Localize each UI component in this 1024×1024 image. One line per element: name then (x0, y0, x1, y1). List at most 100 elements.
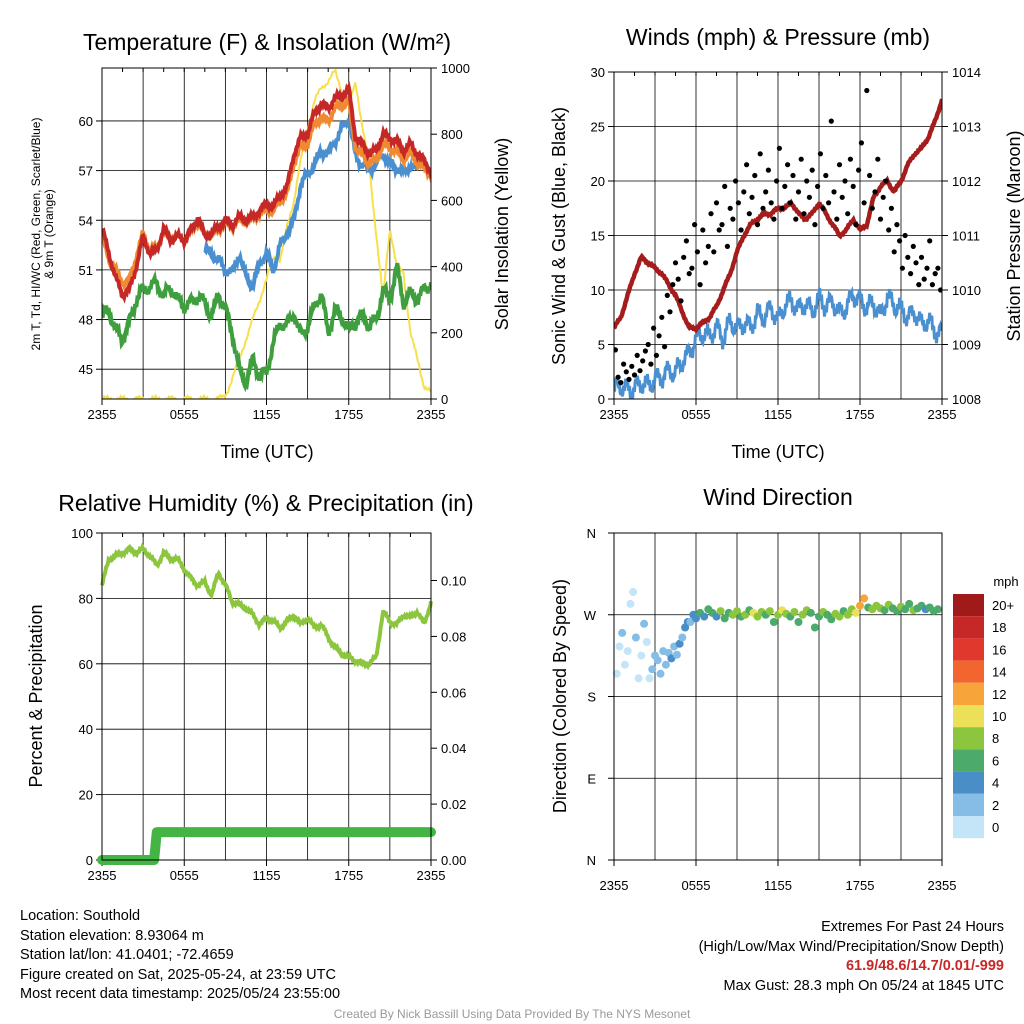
direction-point (629, 588, 638, 596)
gust-point (929, 282, 936, 288)
direction-point (716, 607, 725, 616)
direction-point (692, 614, 700, 623)
direction-point (712, 612, 721, 621)
sonic-wind-line (614, 285, 942, 399)
gust-point (815, 183, 821, 189)
direction-point (631, 633, 640, 642)
gust-point (757, 151, 763, 157)
gust-point (697, 282, 703, 288)
direction-point (656, 669, 665, 678)
elevation-text: Station elevation: 8.93064 m (20, 927, 204, 944)
gust-point (746, 211, 752, 217)
gust-point (905, 254, 911, 260)
extremes-title: Extremes For Past 24 Hours (821, 919, 1004, 935)
x-tick-label: 2355 (928, 407, 957, 422)
extremes-values: 61.9/48.6/14.7/0.01/-999 (845, 958, 1004, 974)
y-tick-label: 0 (86, 853, 93, 868)
gust-point (795, 189, 802, 195)
y2-tick-label: 1009 (952, 338, 981, 353)
y-tick-label: 20 (79, 788, 93, 803)
y-tick-label: S (587, 690, 596, 705)
credit-text: Created By Nick Bassill Using Data Provi… (333, 1007, 691, 1021)
y-tick-label: 30 (591, 65, 605, 80)
y-tick-label: 20 (591, 174, 605, 189)
legend-swatch (953, 771, 984, 794)
legend-swatch (953, 660, 984, 683)
direction-point (790, 608, 799, 616)
x-tick-label: 2355 (88, 407, 117, 422)
gust-point (877, 216, 884, 222)
direction-point (860, 594, 869, 603)
gust-point (651, 325, 657, 331)
panel4-frame (613, 532, 943, 861)
x-tick-label: 2355 (417, 868, 446, 883)
x-tick-label: 1755 (334, 868, 363, 883)
gust-point (738, 227, 744, 233)
gust-point (754, 222, 761, 228)
gust-point (774, 178, 780, 184)
y2-tick-label: 200 (441, 326, 463, 341)
panel4-points (612, 588, 942, 683)
gust-point (812, 222, 818, 228)
gust-point (921, 276, 927, 282)
direction-point (620, 660, 629, 669)
dewpoint-line (102, 262, 431, 393)
insolation-line (102, 68, 431, 399)
y2-tick-label: 0.04 (441, 741, 466, 756)
max-gust-text: Max Gust: 28.3 mph On 05/24 at 1845 UTC (723, 977, 1004, 994)
panel2-ylabel-right: Station Pressure (Maroon) (1004, 130, 1024, 341)
gust-point (817, 151, 824, 157)
gust-point (932, 271, 938, 277)
y2-tick-label: 1011 (952, 229, 980, 244)
gust-point (719, 222, 725, 228)
direction-point (618, 628, 627, 637)
gust-point (891, 249, 897, 255)
legend-label: 4 (992, 776, 999, 791)
gust-point (727, 205, 733, 211)
direction-point (856, 601, 864, 610)
gust-point (722, 183, 728, 189)
gust-point (785, 162, 791, 168)
extremes-fields: (High/Low/Max Wind/Precipitation/Snow De… (698, 938, 1004, 955)
gust-point (834, 216, 840, 222)
gust-point (618, 380, 624, 386)
legend-label: 10 (992, 709, 1006, 724)
gust-point (888, 205, 895, 211)
direction-point (851, 608, 860, 617)
direction-point (642, 638, 651, 646)
station-info: Location: Southold Station elevation: 8.… (20, 907, 340, 1005)
gust-point (864, 87, 870, 94)
legend-label: 14 (992, 665, 1006, 680)
panel1-ylabel-left: 2m T, Td, HI/WC (Red, Green, Scarlet/Blu… (29, 118, 56, 351)
gust-point (614, 347, 618, 353)
panel4-grid (613, 532, 943, 861)
y2-tick-label: 0.00 (441, 853, 466, 868)
gust-point (798, 156, 804, 162)
recent-data-text: Most recent data timestamp: 2025/05/24 2… (20, 986, 341, 1002)
direction-point (637, 651, 646, 660)
gust-point (867, 172, 873, 179)
x-tick-label: 2355 (88, 868, 117, 883)
panel2-plot (614, 87, 942, 399)
gust-point (845, 211, 851, 217)
y-tick-label: 100 (71, 526, 93, 541)
gust-point (760, 205, 766, 211)
gust-point (899, 265, 906, 271)
gust-point (771, 216, 777, 222)
y-tick-label: 10 (591, 283, 605, 298)
y-tick-label: 5 (598, 338, 605, 353)
x-tick-label: 1755 (846, 407, 875, 422)
direction-point (672, 650, 681, 659)
legend-label: 8 (992, 731, 999, 746)
gust-point (629, 363, 635, 369)
gust-point (886, 227, 892, 233)
gust-point (831, 189, 837, 195)
gust-point (853, 222, 859, 228)
direction-point (634, 674, 643, 683)
direction-point (612, 669, 621, 678)
direction-point (733, 607, 741, 616)
direction-point (765, 607, 774, 616)
legend-swatch (953, 682, 984, 705)
y2-tick-label: 1012 (952, 174, 981, 189)
